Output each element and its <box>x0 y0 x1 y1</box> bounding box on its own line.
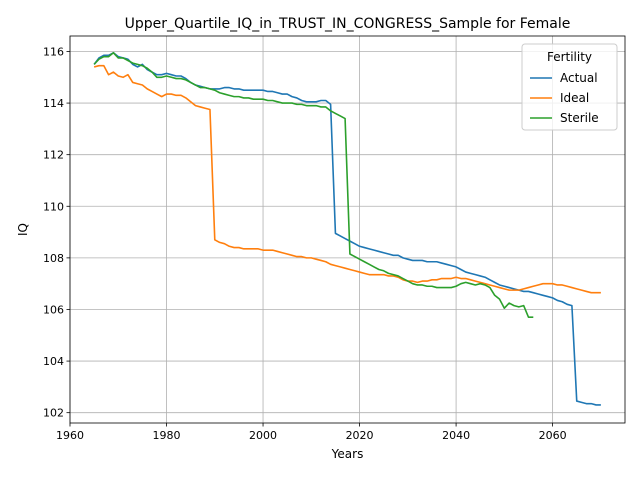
legend: Fertility Actual Ideal Sterile <box>521 43 618 131</box>
x-axis-label: Years <box>331 447 364 461</box>
x-tick-label: 2000 <box>249 429 277 442</box>
legend-label-ideal: Ideal <box>560 91 589 105</box>
series-line-ideal <box>93 64 601 294</box>
legend-label-sterile: Sterile <box>560 111 599 125</box>
y-tick-label: 114 <box>43 97 64 110</box>
plot-frame <box>69 35 626 424</box>
x-tick-label: 2060 <box>539 429 567 442</box>
legend-title: Fertility <box>547 50 592 64</box>
series-lines <box>93 51 601 406</box>
y-tick-label: 116 <box>43 45 64 58</box>
x-axis-ticks: 1960 1980 2000 2020 2040 2060 <box>56 423 567 442</box>
y-tick-label: 102 <box>43 407 64 420</box>
x-tick-label: 2020 <box>346 429 374 442</box>
x-tick-label: 1980 <box>153 429 181 442</box>
x-tick-label: 2040 <box>442 429 470 442</box>
y-axis-label: IQ <box>16 223 30 236</box>
series-line-sterile <box>93 51 534 319</box>
y-tick-label: 112 <box>43 149 64 162</box>
y-tick-label: 106 <box>43 303 64 316</box>
y-tick-label: 108 <box>43 252 64 265</box>
x-tick-label: 1960 <box>56 429 84 442</box>
legend-box <box>521 43 618 131</box>
y-axis-ticks: 102 104 106 108 110 112 114 116 <box>43 45 70 420</box>
chart-title: Upper_Quartile_IQ_in_TRUST_IN_CONGRESS_S… <box>125 16 571 32</box>
legend-label-actual: Actual <box>560 71 598 85</box>
y-tick-label: 110 <box>43 200 64 213</box>
legend-items: Actual Ideal Sterile <box>530 71 599 125</box>
y-tick-label: 104 <box>43 355 64 368</box>
